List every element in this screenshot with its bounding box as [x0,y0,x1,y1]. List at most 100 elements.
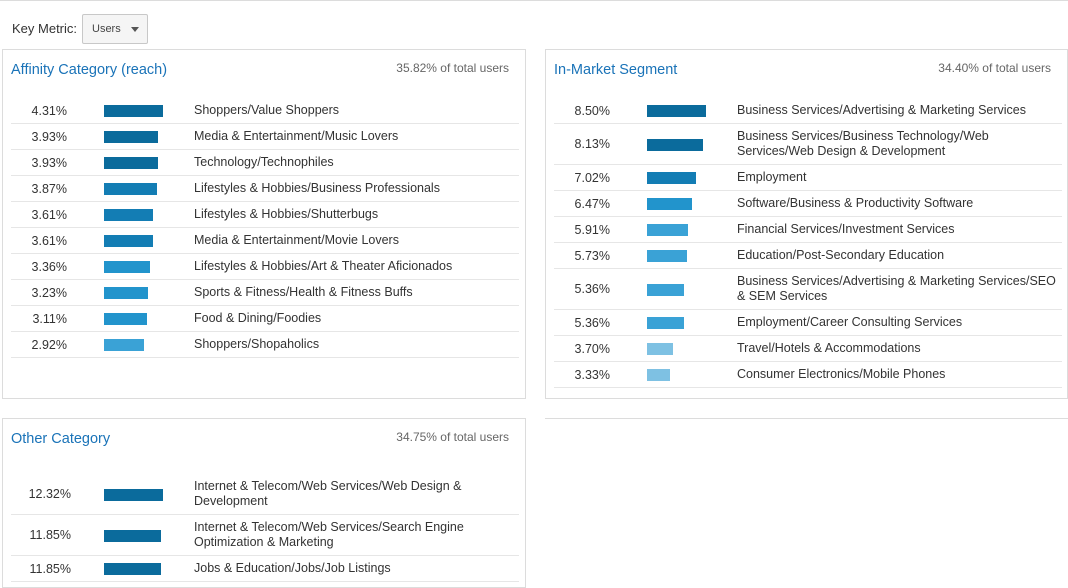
row-bar [104,131,158,143]
row-label[interactable]: Food & Dining/Foodies [194,311,322,325]
row-bar [647,224,688,236]
row-percent: 7.02% [574,170,610,185]
panel-title[interactable]: Other Category [11,431,111,447]
row-bar [104,209,153,221]
panel-total-share: 34.75% of total users [396,430,509,444]
row-percent: 12.32% [28,487,71,501]
row-bar [104,105,163,117]
table-row: 7.02% Employment [554,165,1062,191]
table-row: 6.47% Software/Business & Productivity So… [554,191,1062,217]
row-percent: 2.92% [31,337,67,352]
row-bar [104,563,161,575]
panel-title[interactable]: Affinity Category (reach) [11,62,168,78]
table-row: 11.85% Jobs & Education/Jobs/Job Listings [11,556,519,582]
row-label[interactable]: Technology/Technophiles [194,155,334,169]
row-label[interactable]: Business Services/Advertising & Marketin… [737,103,1027,117]
row-label[interactable]: Jobs & Education/Jobs/Job Listings [194,561,391,575]
toolbar: Key Metric: Users [0,0,1068,50]
table-row: 3.87% Lifestyles & Hobbies/Business Profe… [11,176,519,202]
row-percent: 6.47% [574,196,610,211]
row-percent: 3.87% [31,181,67,196]
row-bar [104,261,150,273]
row-label[interactable]: Sports & Fitness/Health & Fitness Buffs [194,285,413,299]
table-row: 8.13% Business Services/Business Technolo… [554,124,1062,165]
affinity-category-panel: Affinity Category (reach) 35.82% of tota… [2,49,526,399]
row-bar [104,287,148,299]
panel-title[interactable]: In-Market Segment [554,62,678,78]
table-row: 3.61% Media & Entertainment/Movie Lovers [11,228,519,254]
row-bar [104,157,158,169]
panel-total-share: 35.82% of total users [396,61,509,75]
table-row: 3.93% Media & Entertainment/Music Lovers [11,124,519,150]
row-label[interactable]: Media & Entertainment/Movie Lovers [194,233,399,247]
row-label[interactable]: Shoppers/Shopaholics [194,337,320,351]
key-metric-dropdown[interactable]: Users [82,14,148,44]
row-bar [647,250,687,262]
in-market-segment-panel: In-Market Segment 34.40% of total users … [545,49,1068,399]
row-percent: 3.70% [574,341,610,356]
row-label[interactable]: Employment [737,170,807,184]
row-label[interactable]: Internet & Telecom/Web Services/Web Desi… [194,479,462,508]
row-percent: 3.33% [574,367,610,382]
table-row: 3.33% Consumer Electronics/Mobile Phones [554,362,1062,388]
table-row: 3.11% Food & Dining/Foodies [11,306,519,332]
row-label[interactable]: Lifestyles & Hobbies/Shutterbugs [194,207,379,221]
key-metric-label: Key Metric: [12,21,78,36]
table-row: 5.91% Financial Services/Investment Servi… [554,217,1062,243]
row-label[interactable]: Lifestyles & Hobbies/Business Profession… [194,181,440,195]
row-percent: 8.50% [574,103,610,118]
row-label[interactable]: Consumer Electronics/Mobile Phones [737,367,946,381]
row-bar [104,529,161,542]
row-label[interactable]: Lifestyles & Hobbies/Art & Theater Afici… [194,259,453,273]
table-row: 3.23% Sports & Fitness/Health & Fitness B… [11,280,519,306]
row-bar [647,172,696,184]
row-percent: 3.93% [31,155,67,170]
row-bar [647,283,684,296]
table-row: 3.61% Lifestyles & Hobbies/Shutterbugs [11,202,519,228]
table-row: 11.85% Internet & Telecom/Web Services/Se… [11,515,519,556]
row-bar [104,313,147,325]
key-metric-selected: Users [92,23,121,35]
row-bar [104,183,157,195]
row-bar [647,138,703,151]
row-percent: 3.36% [31,259,67,274]
row-label[interactable]: Travel/Hotels & Accommodations [737,341,921,355]
table-row: 8.50% Business Services/Advertising & Mar… [554,98,1062,124]
table-row: 4.31% Shoppers/Value Shoppers [11,98,519,124]
chevron-down-icon [131,27,139,32]
row-percent: 11.85% [29,528,71,542]
row-label[interactable]: Shoppers/Value Shoppers [194,103,340,117]
row-bar [647,369,670,381]
row-bar [647,105,706,117]
table-row: 12.32% Internet & Telecom/Web Services/We… [11,474,519,515]
table-row: 3.36% Lifestyles & Hobbies/Art & Theater … [11,254,519,280]
row-label[interactable]: Media & Entertainment/Music Lovers [194,129,399,143]
row-percent: 3.61% [31,233,67,248]
row-percent: 5.36% [574,315,610,330]
table-row: 5.36% Business Services/Advertising & Mar… [554,269,1062,310]
panel-total-share: 34.40% of total users [938,61,1051,75]
row-bar [647,198,692,210]
row-label[interactable]: Business Services/Business Technology/We… [737,129,989,158]
row-percent: 5.73% [574,248,610,263]
row-bar [104,339,144,351]
table-row: 3.70% Travel/Hotels & Accommodations [554,336,1062,362]
row-percent: 11.85% [29,561,71,576]
row-label[interactable]: Employment/Career Consulting Services [737,315,963,329]
table-row: 5.36% Employment/Career Consulting Servic… [554,310,1062,336]
table-row: 3.93% Technology/Technophiles [11,150,519,176]
row-percent: 5.36% [574,282,610,296]
row-percent: 3.23% [31,285,67,300]
table-row: 5.73% Education/Post-Secondary Education [554,243,1062,269]
row-label[interactable]: Financial Services/Investment Services [737,222,955,236]
row-label[interactable]: Education/Post-Secondary Education [737,248,945,262]
row-percent: 5.91% [574,222,610,237]
row-bar [104,235,153,247]
row-label[interactable]: Internet & Telecom/Web Services/Search E… [194,520,464,549]
divider [545,418,1068,419]
row-label[interactable]: Software/Business & Productivity Softwar… [737,196,974,210]
row-percent: 8.13% [574,137,610,151]
row-percent: 3.61% [31,207,67,222]
row-label[interactable]: Business Services/Advertising & Marketin… [737,274,1056,303]
table-row: 2.92% Shoppers/Shopaholics [11,332,519,358]
